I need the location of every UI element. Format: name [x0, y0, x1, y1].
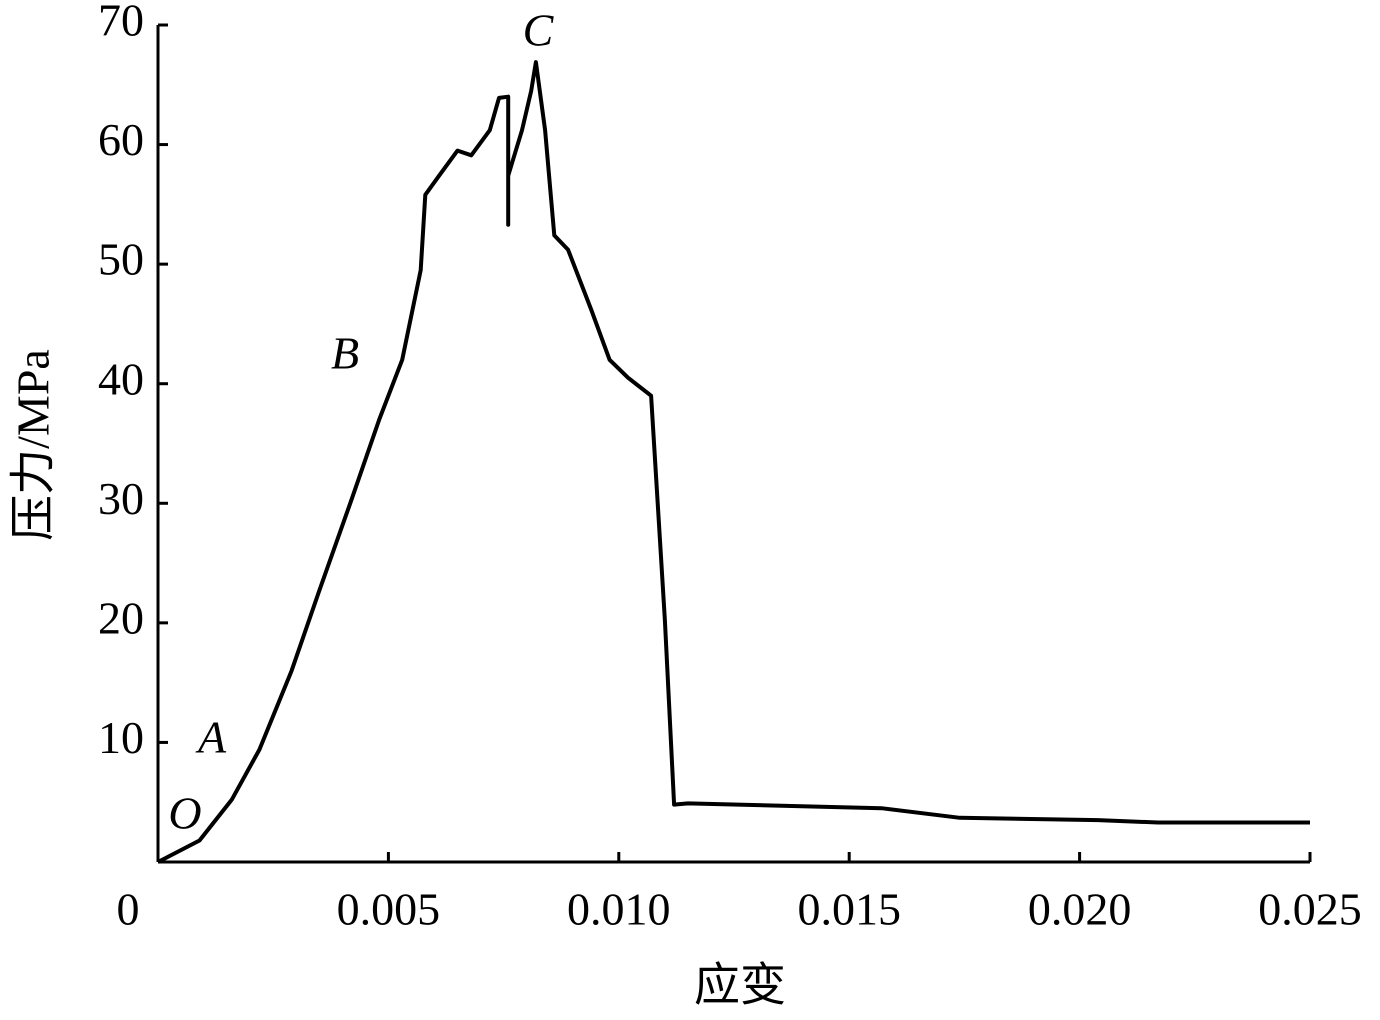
- x-tick-label: 0: [117, 884, 140, 935]
- x-tick-label: 0.010: [567, 884, 671, 935]
- x-tick-label: 0.005: [337, 884, 441, 935]
- y-tick-label: 20: [98, 592, 144, 643]
- annotation: O: [168, 788, 201, 839]
- y-tick-label: 60: [98, 114, 144, 165]
- annotation: A: [195, 712, 227, 763]
- annotation: B: [331, 328, 359, 379]
- y-tick-label: 40: [98, 353, 144, 404]
- x-tick-label: 0.020: [1028, 884, 1132, 935]
- y-tick-label: 70: [98, 0, 144, 46]
- annotation: C: [523, 5, 555, 56]
- x-tick-label: 0.015: [797, 884, 901, 935]
- y-axis-label: 压力/MPa: [8, 349, 59, 541]
- x-axis-label: 应变: [694, 960, 786, 1011]
- data-line: [157, 60, 1310, 864]
- x-tick-label: 0.025: [1258, 884, 1362, 935]
- y-tick-label: 30: [98, 473, 144, 524]
- y-tick-label: 10: [98, 712, 144, 763]
- y-tick-label: 50: [98, 234, 144, 285]
